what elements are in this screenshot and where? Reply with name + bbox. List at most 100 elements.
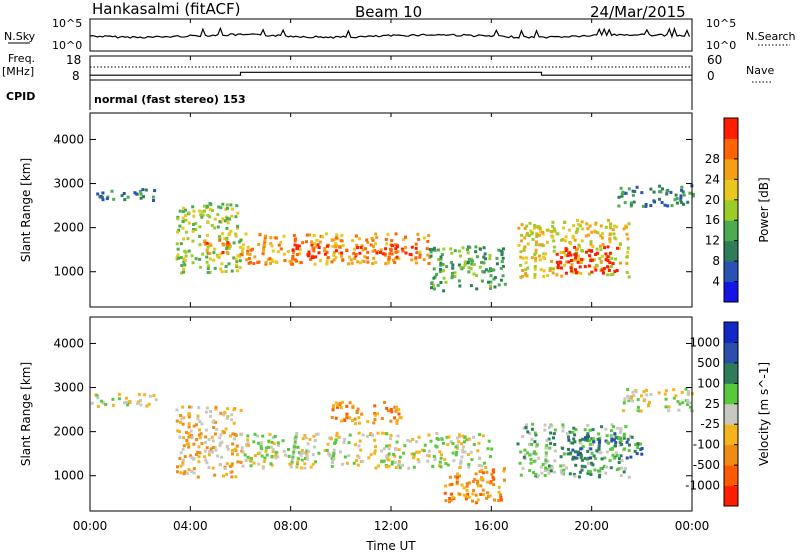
data-cell <box>370 236 374 240</box>
colorbar-tick-label: -25 <box>700 417 720 431</box>
data-cell <box>614 436 618 440</box>
data-cell <box>191 205 195 209</box>
data-cell <box>624 425 628 429</box>
data-cell <box>529 457 533 461</box>
data-cell <box>634 443 638 447</box>
freq-tick-top: 18 <box>66 53 81 67</box>
data-cell <box>613 270 617 273</box>
data-cell <box>499 493 502 497</box>
data-cell <box>220 262 224 266</box>
colorbar-tick-label: 4 <box>712 275 720 289</box>
data-cell <box>493 498 497 502</box>
data-cell <box>435 437 439 440</box>
data-cell <box>338 401 342 405</box>
data-cell <box>225 216 229 220</box>
data-cell <box>366 250 370 254</box>
data-cell <box>422 449 426 453</box>
data-cell <box>231 442 235 446</box>
data-cell <box>558 260 562 264</box>
data-cell <box>629 455 633 459</box>
data-cell <box>472 489 476 492</box>
data-cell <box>581 437 585 441</box>
data-cell <box>617 457 621 461</box>
data-cell <box>274 453 278 457</box>
data-cell <box>218 441 222 445</box>
data-cell <box>225 250 229 254</box>
data-cell <box>569 441 573 445</box>
colorbar-segment <box>724 220 738 242</box>
data-cell <box>190 254 194 258</box>
data-cell <box>270 258 274 262</box>
data-cell <box>402 451 406 455</box>
data-cell <box>185 442 189 446</box>
data-cell <box>474 245 478 249</box>
colorbar-tick-label: 500 <box>697 356 720 370</box>
data-cell <box>451 495 455 499</box>
data-cell <box>396 250 400 254</box>
n-sky-label: N.Sky <box>4 30 36 43</box>
data-cell <box>586 461 590 465</box>
data-cell <box>282 252 286 256</box>
data-cell <box>400 247 404 251</box>
data-cell <box>331 244 335 248</box>
data-cell <box>574 428 578 432</box>
data-cell <box>611 453 615 457</box>
data-cell <box>517 244 521 247</box>
data-cell <box>539 465 543 469</box>
data-cell <box>190 470 194 473</box>
data-cell <box>341 258 345 262</box>
data-cell <box>264 449 268 453</box>
data-cell <box>590 230 594 234</box>
data-cell <box>294 237 297 241</box>
data-cell <box>425 453 429 457</box>
data-cell <box>577 243 581 247</box>
data-cell <box>387 409 390 413</box>
data-cell <box>214 405 218 409</box>
data-cell <box>213 473 217 477</box>
data-cell <box>225 416 229 420</box>
data-cell <box>192 442 196 446</box>
data-cell <box>549 431 553 435</box>
data-cell <box>397 448 401 452</box>
data-cell <box>598 257 602 260</box>
data-cell <box>355 411 359 414</box>
data-cell <box>371 262 375 266</box>
data-cell <box>448 500 451 504</box>
data-cell <box>231 432 235 436</box>
data-cell <box>260 441 264 445</box>
data-cell <box>450 482 454 486</box>
data-cell <box>561 425 565 429</box>
data-cell <box>533 275 537 279</box>
data-cell <box>179 256 183 260</box>
data-cell <box>519 473 523 477</box>
data-cell <box>363 255 367 259</box>
data-cell <box>563 263 566 267</box>
data-cell <box>526 242 530 246</box>
data-cell <box>503 282 507 286</box>
data-cell <box>548 446 552 450</box>
data-cell <box>385 465 389 469</box>
data-cell <box>522 426 526 430</box>
data-cell <box>356 407 360 411</box>
data-cell <box>287 448 290 451</box>
data-cell <box>179 464 183 468</box>
data-cell <box>545 446 548 450</box>
colorbar-segment <box>724 281 738 303</box>
data-cell <box>586 434 590 438</box>
data-cell <box>673 198 677 202</box>
data-cell <box>435 272 439 276</box>
data-cell <box>672 388 676 392</box>
data-cell <box>99 399 103 403</box>
data-cell <box>279 247 283 251</box>
data-cell <box>416 233 420 236</box>
data-cell <box>439 268 442 271</box>
data-cell <box>326 244 329 248</box>
data-cell <box>203 204 207 208</box>
data-cell <box>181 220 185 224</box>
data-cell <box>205 446 209 450</box>
data-cell <box>534 256 538 260</box>
data-cell <box>367 456 371 460</box>
data-cell <box>594 253 598 256</box>
data-cell <box>260 454 264 458</box>
